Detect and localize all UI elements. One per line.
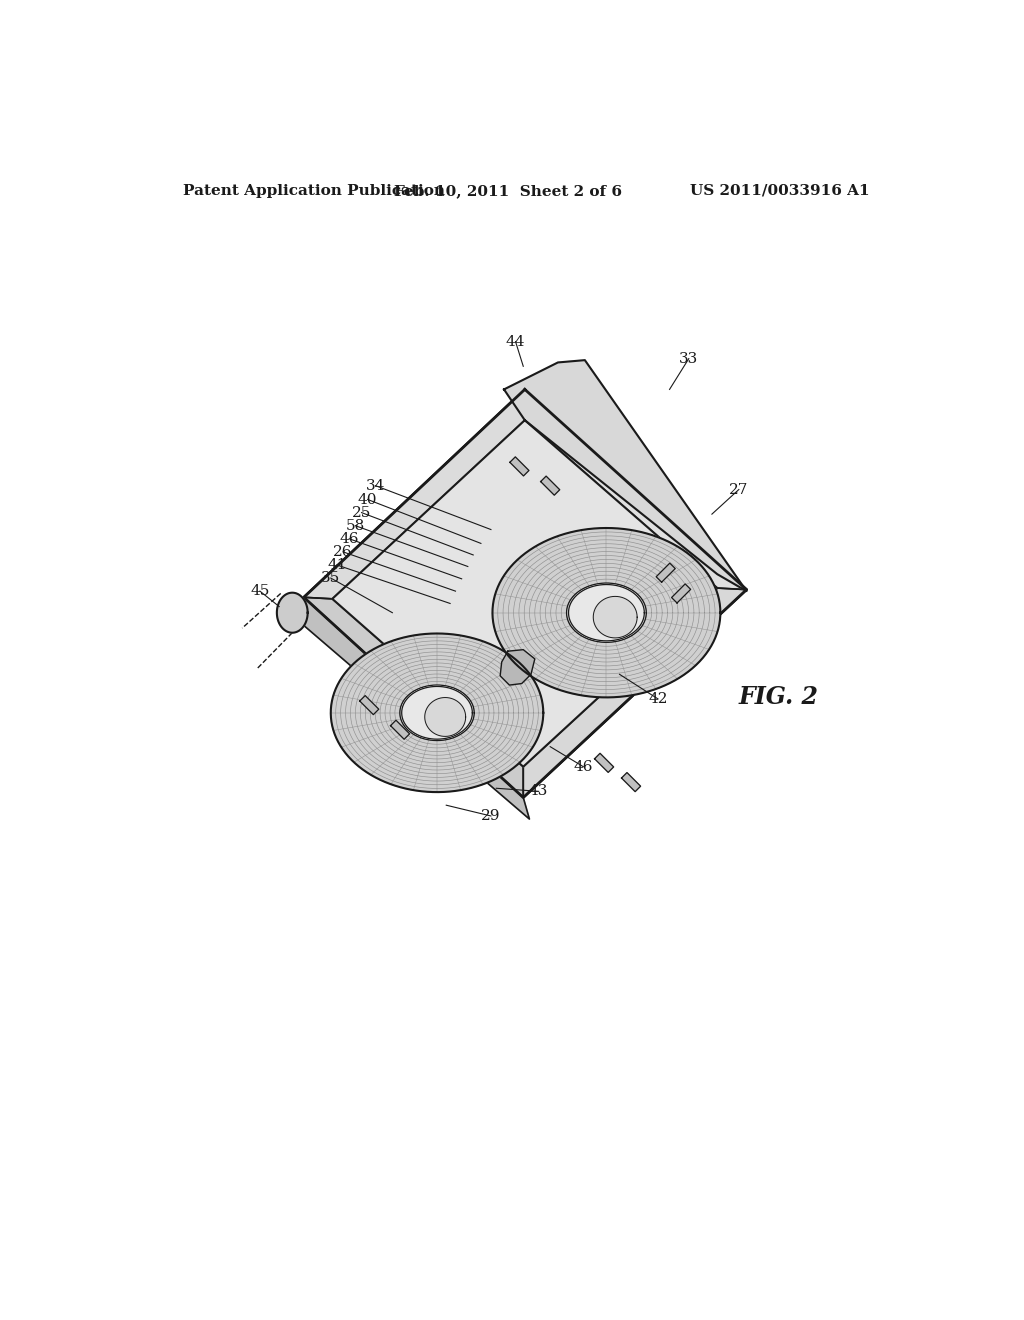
Polygon shape [304, 389, 524, 599]
Text: 45: 45 [250, 585, 269, 598]
Text: 41: 41 [328, 558, 347, 572]
Text: 43: 43 [529, 784, 548, 799]
Text: 40: 40 [358, 492, 378, 507]
Text: Feb. 10, 2011  Sheet 2 of 6: Feb. 10, 2011 Sheet 2 of 6 [394, 183, 622, 198]
Ellipse shape [493, 528, 720, 697]
Ellipse shape [331, 634, 544, 792]
Ellipse shape [593, 597, 637, 638]
Text: 29: 29 [481, 809, 501, 822]
Text: 44: 44 [506, 335, 525, 348]
Polygon shape [304, 598, 523, 797]
Polygon shape [541, 477, 560, 495]
Polygon shape [523, 589, 746, 797]
Polygon shape [359, 696, 379, 714]
Polygon shape [672, 583, 690, 603]
Polygon shape [500, 649, 535, 685]
Text: 42: 42 [648, 692, 668, 706]
Polygon shape [296, 598, 529, 818]
Text: 33: 33 [679, 351, 698, 366]
Text: US 2011/0033916 A1: US 2011/0033916 A1 [690, 183, 869, 198]
Polygon shape [304, 389, 746, 797]
Polygon shape [595, 754, 613, 772]
Polygon shape [390, 721, 410, 739]
Text: 26: 26 [334, 545, 353, 558]
Text: 25: 25 [352, 506, 372, 520]
Text: 27: 27 [729, 483, 749, 496]
Polygon shape [510, 457, 529, 477]
Text: 46: 46 [340, 532, 359, 545]
Polygon shape [276, 593, 307, 632]
Polygon shape [524, 389, 746, 590]
Ellipse shape [401, 686, 472, 739]
Text: 35: 35 [322, 572, 340, 585]
Text: 34: 34 [366, 479, 385, 492]
Polygon shape [656, 564, 675, 582]
Ellipse shape [425, 697, 466, 737]
Polygon shape [504, 360, 746, 591]
Ellipse shape [568, 585, 644, 642]
Polygon shape [622, 772, 641, 792]
Text: 58: 58 [346, 519, 365, 533]
Polygon shape [333, 420, 717, 767]
Text: 46: 46 [573, 760, 593, 774]
Text: Patent Application Publication: Patent Application Publication [183, 183, 444, 198]
Text: FIG. 2: FIG. 2 [739, 685, 819, 709]
